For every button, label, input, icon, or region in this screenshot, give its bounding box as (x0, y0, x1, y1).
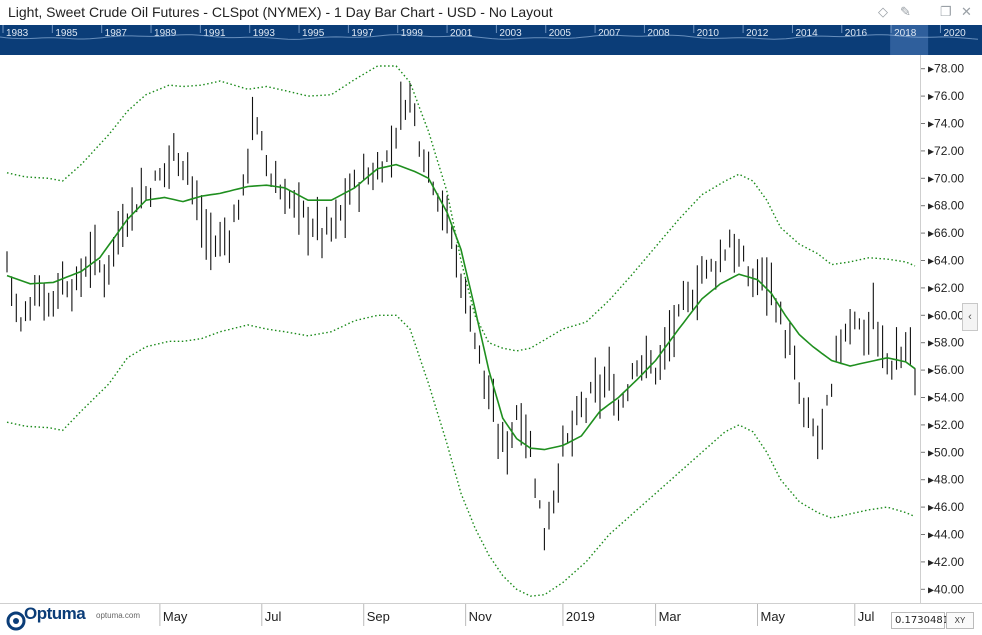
overview-price-trace (0, 34, 979, 40)
y-tick-label: ▸60.00 (928, 308, 964, 322)
overview-year-label: 1991 (203, 28, 226, 39)
y-tick-label: ▸74.00 (928, 117, 964, 131)
upper-band-line (6, 65, 916, 352)
overview-year-label: 1999 (401, 28, 424, 39)
y-tick-label: ▸54.00 (928, 391, 964, 405)
value-readout: 0.1730481 (891, 612, 949, 629)
logo-text: Optuma (24, 604, 86, 623)
y-tick-label: ▸68.00 (928, 199, 964, 213)
y-axis-border (920, 55, 921, 603)
y-tick-label: ▸46.00 (928, 500, 964, 514)
x-tick-label: May (163, 609, 188, 624)
overview-svg: 1983 1985 1987 1989 1991 1993 1995 1997 1999 2001… (0, 25, 979, 55)
chart-title: Light, Sweet Crude Oil Futures - CLSpot … (8, 4, 553, 20)
x-tick-label: Jul (265, 609, 282, 624)
overview-year-label: 2014 (795, 28, 818, 39)
y-tick-label: ▸66.00 (928, 226, 964, 240)
overview-year-label: 2020 (943, 28, 966, 39)
bottom-bar: Optuma optuma.com 0.1730481 XY May Jul Sep… (0, 603, 982, 635)
overview-year-label: 2005 (549, 28, 572, 39)
y-tick-label: ▸48.00 (928, 473, 964, 487)
y-tick-label: ▸62.00 (928, 281, 964, 295)
x-tick-label: Sep (367, 609, 390, 624)
overview-year-label: 1993 (253, 28, 276, 39)
overview-highlight (890, 25, 929, 55)
overview-year-label: 2016 (845, 28, 868, 39)
title-bar: Light, Sweet Crude Oil Futures - CLSpot … (0, 0, 982, 25)
x-axis: May Jul Sep Nov 2019 Mar May Jul (159, 604, 875, 626)
overview-year-label: 2008 (647, 28, 670, 39)
overview-year-label: 1989 (154, 28, 177, 39)
xy-toggle-button[interactable]: XY (946, 612, 974, 629)
y-tick-label: ▸42.00 (928, 555, 964, 569)
price-chart[interactable]: ▸40.00 ▸42.00 ▸44.00 ▸46.00 ▸48.00 ▸50.00 ▸52.… (0, 55, 982, 603)
pin-icon[interactable]: ✎ (900, 4, 911, 19)
logo-url: optuma.com (96, 611, 141, 620)
overview-year-label: 1985 (55, 28, 78, 39)
y-tick-label: ▸52.00 (928, 418, 964, 432)
y-tick-label: ▸50.00 (928, 445, 964, 459)
overview-year-label: 1997 (351, 28, 374, 39)
x-tick-label: May (760, 609, 785, 624)
overview-year-label: 2007 (598, 28, 621, 39)
y-tick-label: ▸40.00 (928, 582, 964, 596)
overview-strip[interactable]: 1983 1985 1987 1989 1991 1993 1995 1997 1999 2001… (0, 25, 982, 55)
x-tick-label: Mar (659, 609, 682, 624)
overview-year-label: 1995 (302, 28, 325, 39)
x-tick-label: Nov (469, 609, 493, 624)
y-tick-label: ▸64.00 (928, 254, 964, 268)
x-tick-label: Jul (858, 609, 875, 624)
y-tick-label: ▸78.00 (928, 62, 964, 76)
overview-year-label: 2018 (894, 28, 917, 39)
close-icon[interactable]: ✕ (961, 4, 972, 19)
x-tick-label: 2019 (566, 609, 595, 624)
lower-band-line (6, 314, 916, 597)
collapse-panel-button[interactable]: ‹ (962, 303, 978, 331)
overview-year-label: 1983 (6, 28, 29, 39)
overview-year-label: 1987 (105, 28, 128, 39)
overview-year-label: 2010 (697, 28, 720, 39)
pin-outline-icon[interactable]: ◇ (878, 4, 888, 19)
y-tick-label: ▸44.00 (928, 528, 964, 542)
y-tick-label: ▸70.00 (928, 171, 964, 185)
overview-year-label: 2001 (450, 28, 473, 39)
restore-icon[interactable]: ❐ (940, 4, 952, 19)
y-tick-label: ▸58.00 (928, 336, 964, 350)
y-tick-label: ▸72.00 (928, 144, 964, 158)
optuma-logo-icon (6, 611, 26, 631)
y-tick-label: ▸56.00 (928, 363, 964, 377)
overview-year-label: 2003 (499, 28, 522, 39)
overview-year-label: 2012 (746, 28, 769, 39)
y-tick-label: ▸76.00 (928, 89, 964, 103)
moving-average-line (6, 163, 916, 451)
